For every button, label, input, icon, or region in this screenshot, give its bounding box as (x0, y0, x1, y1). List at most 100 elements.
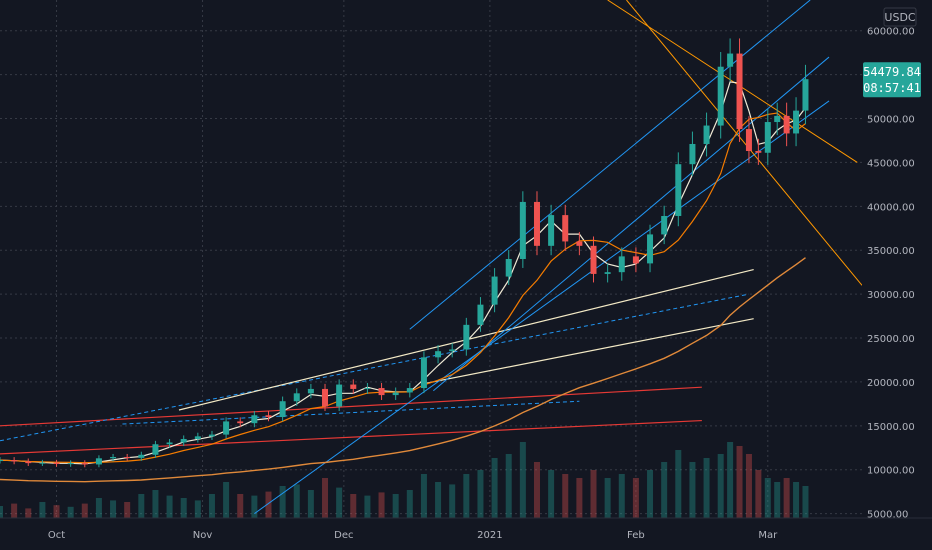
x-tick-label: Nov (193, 530, 213, 541)
candle-body (774, 115, 781, 123)
candle-body (764, 122, 771, 153)
volume-bar (265, 491, 272, 518)
blue-dashed-mid (0, 293, 750, 442)
currency-label: USDC (884, 11, 916, 24)
candle-body (463, 324, 470, 350)
candle-body (138, 454, 145, 458)
volume-bar (378, 492, 385, 518)
volume-bar (392, 494, 399, 518)
candle-body (265, 415, 272, 418)
last-price-badge: 54479.84 08:57:41 (863, 62, 921, 98)
candle-body (322, 388, 329, 407)
candle-body (11, 460, 18, 462)
volume-bars (0, 442, 809, 518)
volume-bar (519, 442, 526, 518)
candle-body (152, 444, 159, 455)
candle-body (632, 256, 639, 264)
volume-bar (727, 442, 734, 518)
candle-body (420, 357, 427, 389)
candle-body (81, 463, 88, 465)
volume-bar (755, 470, 762, 518)
candle-body (477, 304, 484, 325)
candle-body (590, 245, 597, 274)
volume-bar (477, 470, 484, 518)
y-tick-label: 20000.00 (867, 378, 915, 389)
candle-body (435, 351, 442, 358)
candle-body (378, 388, 385, 396)
currency-box[interactable] (883, 7, 917, 27)
candle-body (755, 151, 762, 153)
candle-body (576, 241, 583, 246)
candle-body (533, 201, 540, 246)
candle-body (208, 434, 215, 437)
volume-bar (53, 505, 60, 518)
volume-bar (548, 470, 555, 518)
volume-bar (166, 495, 173, 518)
candle-body (802, 79, 809, 111)
volume-bar (420, 474, 427, 518)
volume-bar (463, 474, 470, 518)
y-tick-label: 15000.00 (867, 422, 915, 433)
volume-bar (632, 478, 639, 518)
volume-bar (590, 470, 597, 518)
candles (0, 38, 809, 468)
volume-bar (764, 478, 771, 518)
volume-bar (67, 506, 74, 518)
volume-bar (491, 458, 498, 518)
volume-bar (293, 484, 300, 518)
y-tick-label: 45000.00 (867, 158, 915, 169)
volume-bar (406, 490, 413, 518)
volume-bar (675, 450, 682, 518)
y-tick-label: 10000.00 (867, 466, 915, 477)
candle-body (604, 272, 611, 274)
volume-bar (39, 502, 46, 518)
blue-channel-lower (254, 100, 830, 515)
red-support-lower (0, 419, 702, 455)
candle-body (95, 458, 102, 465)
volume-bar (505, 454, 512, 518)
candle-body (67, 463, 74, 465)
candle-body (661, 215, 668, 235)
candle-body (336, 384, 343, 407)
volume-bar (703, 458, 710, 518)
candle-body (251, 415, 258, 424)
candle-body (793, 110, 800, 134)
volume-bar (802, 486, 809, 518)
y-tick-label: 25000.00 (867, 334, 915, 345)
blue-channel-upper (409, 0, 811, 330)
volume-bar (618, 474, 625, 518)
blue-channel-mid (433, 56, 830, 392)
volume-bar (350, 494, 357, 518)
x-tick-label: Feb (627, 530, 645, 541)
ma-long-line (0, 257, 806, 483)
volume-bar (95, 498, 102, 518)
cream-channel-lower (423, 318, 754, 385)
volume-bar (138, 494, 145, 518)
volume-bar (689, 462, 696, 518)
countdown-timer: 08:57:41 (863, 81, 921, 95)
x-tick-label: 2021 (477, 530, 502, 541)
volume-bar (124, 502, 131, 518)
candle-body (562, 215, 569, 242)
y-tick-label: 50000.00 (867, 115, 915, 126)
candle-body (364, 388, 371, 390)
volume-bar (533, 462, 540, 518)
x-axis-background (0, 518, 932, 550)
volume-bar (322, 478, 329, 518)
volume-bar (783, 478, 790, 518)
volume-bar (562, 474, 569, 518)
volume-bar (110, 500, 117, 518)
volume-bar (307, 490, 314, 518)
candle-body (350, 384, 357, 389)
volume-bar (435, 482, 442, 518)
volume-bar (208, 494, 215, 518)
x-axis: Oct Nov Dec 2021 Feb Mar (0, 517, 932, 550)
volume-bar (152, 490, 159, 518)
candle-body (519, 201, 526, 259)
volume-bar (194, 500, 201, 518)
x-tick-label: Dec (334, 530, 353, 541)
volume-bar (604, 478, 611, 518)
volume-bar (11, 503, 18, 518)
